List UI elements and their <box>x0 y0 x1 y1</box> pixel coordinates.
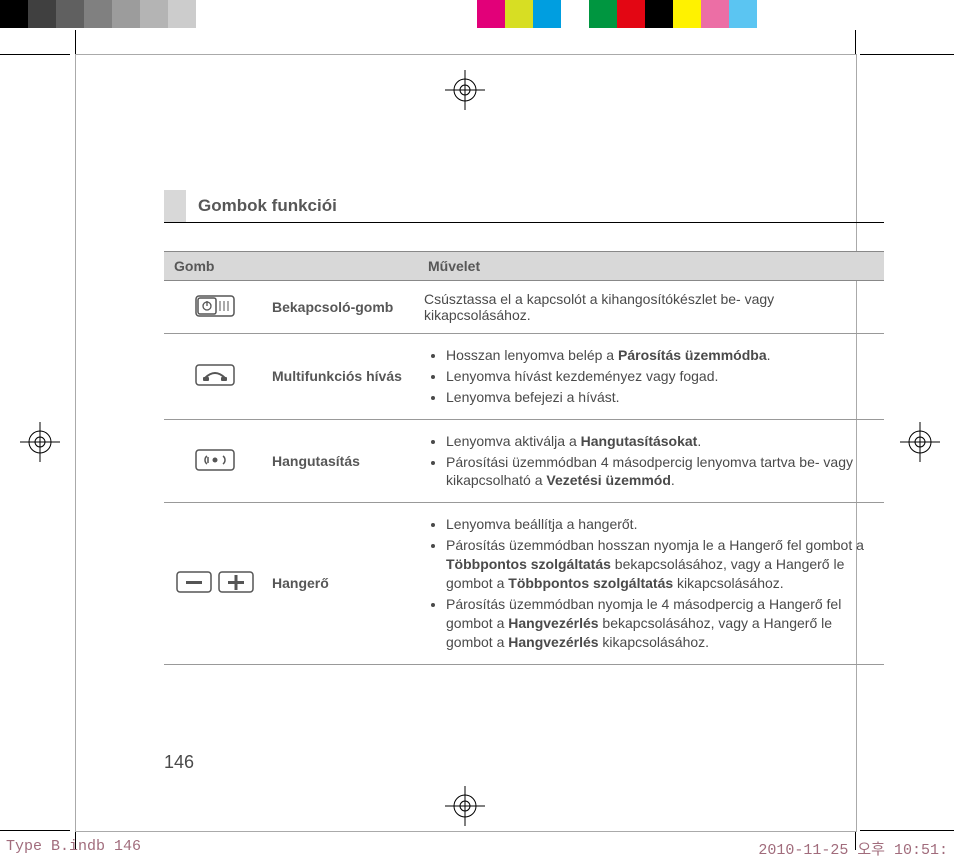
list-item: Hosszan lenyomva belép a Párosítás üzemm… <box>446 346 878 365</box>
crop-mark <box>860 54 954 55</box>
crop-mark <box>855 30 856 54</box>
table-row: Bekapcsoló-gomb Csúsztassa el a kapcsoló… <box>164 281 884 334</box>
row-desc: Csúsztassa el a kapcsolót a kihangosítók… <box>418 281 884 334</box>
phone-icon <box>195 364 235 389</box>
list-item: Lenyomva beállítja a hangerőt. <box>446 515 878 534</box>
table-row: Hangerő Lenyomva beállítja a hangerőt. Pá… <box>164 503 884 664</box>
registration-mark-icon <box>20 422 50 452</box>
row-label: Multifunkciós hívás <box>266 334 418 420</box>
section-title-bar: Gombok funkciói <box>164 190 884 223</box>
table-row: Hangutasítás Lenyomva aktiválja a Hangut… <box>164 419 884 503</box>
list-item: Lenyomva befejezi a hívást. <box>446 388 878 407</box>
table-header-operation: Művelet <box>418 252 884 281</box>
colorbar-swatch <box>56 0 84 28</box>
section-title-tab <box>164 190 186 222</box>
list-item: Párosítási üzemmódban 4 másodpercig leny… <box>446 453 878 491</box>
colorbar-swatch <box>28 0 56 28</box>
registration-mark-icon <box>900 422 930 452</box>
colorbar-gap <box>224 0 477 28</box>
button-functions-table: Gomb Művelet Bekapcsoló-gomb Csúsztassa … <box>164 251 884 665</box>
crop-mark <box>0 54 70 55</box>
footer-timestamp: 2010-11-25 오후 10:51: <box>758 838 948 859</box>
row-label: Hangerő <box>266 503 418 664</box>
registration-mark-icon <box>445 786 475 816</box>
row-label: Hangutasítás <box>266 419 418 503</box>
colorbar-swatch <box>673 0 701 28</box>
colorbar-swatch <box>645 0 673 28</box>
table-row: Multifunkciós hívás Hosszan lenyomva bel… <box>164 334 884 420</box>
colorbar-swatch <box>589 0 617 28</box>
colorbar-swatch <box>701 0 729 28</box>
imposition-footer: Type B.indb 146 2010-11-25 오후 10:51: <box>0 838 954 859</box>
table-header-button: Gomb <box>164 252 418 281</box>
crop-mark <box>75 30 76 54</box>
list-item: Lenyomva aktiválja a Hangutasításokat. <box>446 432 878 451</box>
volume-icon <box>176 571 254 596</box>
colorbar-swatch <box>729 0 757 28</box>
row-desc: Lenyomva beállítja a hangerőt. Párosítás … <box>418 503 884 664</box>
colorbar-swatch <box>505 0 533 28</box>
list-item: Lenyomva hívást kezdeményez vagy fogad. <box>446 367 878 386</box>
colorbar-swatch <box>617 0 645 28</box>
row-desc: Lenyomva aktiválja a Hangutasításokat. Pá… <box>418 419 884 503</box>
section-title: Gombok funkciói <box>186 190 347 222</box>
power-switch-icon <box>195 295 235 320</box>
crop-mark <box>860 830 954 831</box>
colorbar-swatch <box>140 0 168 28</box>
row-label: Bekapcsoló-gomb <box>266 281 418 334</box>
colorbar-swatch <box>533 0 561 28</box>
colorbar-swatch <box>561 0 589 28</box>
colorbar-swatch <box>168 0 196 28</box>
page-content: Gombok funkciói Gomb Művelet Bekapcsoló-… <box>164 190 884 665</box>
registration-mark-icon <box>445 70 475 100</box>
list-item: Párosítás üzemmódban hosszan nyomja le a… <box>446 536 878 593</box>
colorbar-swatch <box>477 0 505 28</box>
colorbar-swatch <box>84 0 112 28</box>
crop-mark <box>0 830 70 831</box>
page-number: 146 <box>164 752 194 773</box>
list-item: Párosítás üzemmódban nyomja le 4 másodpe… <box>446 595 878 652</box>
colorbar-swatch <box>0 0 28 28</box>
mute-icon <box>195 449 235 474</box>
colorbar-swatch <box>196 0 224 28</box>
row-desc: Hosszan lenyomva belép a Párosítás üzemm… <box>418 334 884 420</box>
colorbar-swatch <box>112 0 140 28</box>
footer-filename: Type B.indb 146 <box>6 838 141 859</box>
printer-colorbar <box>0 0 954 28</box>
